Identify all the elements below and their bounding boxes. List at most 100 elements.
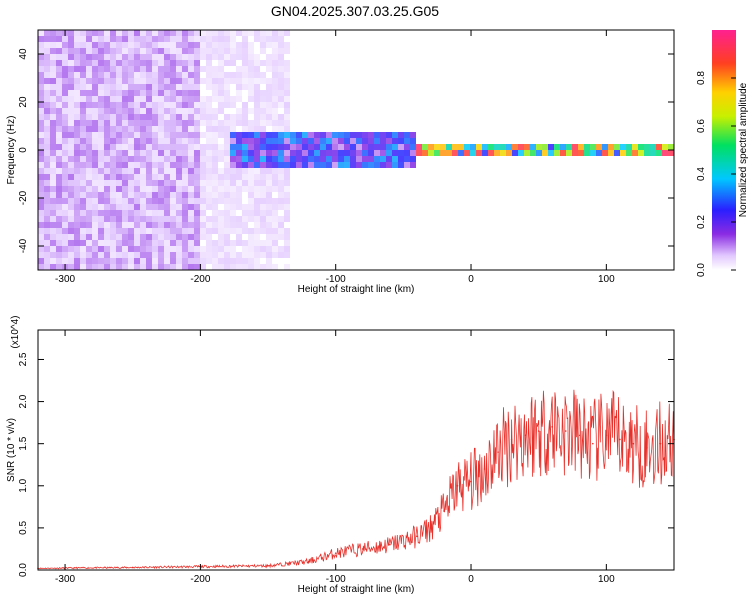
- heatmap-cell: [128, 252, 134, 258]
- heatmap-cell: [38, 42, 44, 48]
- heatmap-cell: [230, 264, 236, 270]
- heatmap-cell: [182, 150, 188, 156]
- heatmap-cell: [170, 102, 176, 108]
- heatmap-cell: [320, 132, 326, 138]
- heatmap-cell: [194, 36, 200, 42]
- heatmap-cell: [116, 216, 122, 222]
- heatmap-cell: [206, 198, 212, 204]
- heatmap-cell: [164, 132, 170, 138]
- heatmap-cell: [422, 144, 428, 150]
- heatmap-cell: [278, 144, 284, 150]
- heatmap-cell: [308, 150, 314, 156]
- heatmap-cell: [104, 192, 110, 198]
- heatmap-cell: [218, 168, 224, 174]
- heatmap-cell: [350, 144, 356, 150]
- heatmap-cell: [368, 132, 374, 138]
- heatmap-cell: [170, 264, 176, 270]
- heatmap-cell: [248, 246, 254, 252]
- heatmap-cell: [62, 60, 68, 66]
- heatmap-cell: [170, 258, 176, 264]
- heatmap-cell: [134, 210, 140, 216]
- heatmap-cell: [182, 168, 188, 174]
- heatmap-cell: [188, 120, 194, 126]
- heatmap-cell: [110, 42, 116, 48]
- heatmap-cell: [146, 54, 152, 60]
- heatmap-cell: [260, 96, 266, 102]
- heatmap-cell: [44, 66, 50, 72]
- heatmap-cell: [98, 198, 104, 204]
- heatmap-cell: [146, 234, 152, 240]
- heatmap-cell: [266, 96, 272, 102]
- heatmap-cell: [656, 144, 662, 150]
- heatmap-cell: [98, 240, 104, 246]
- heatmap-cell: [86, 66, 92, 72]
- heatmap-cell: [182, 108, 188, 114]
- heatmap-cell: [470, 150, 476, 156]
- heatmap-cell: [392, 150, 398, 156]
- heatmap-cell: [104, 150, 110, 156]
- heatmap-cell: [374, 144, 380, 150]
- heatmap-cell: [218, 84, 224, 90]
- heatmap-cell: [338, 132, 344, 138]
- heatmap-cell: [188, 234, 194, 240]
- heatmap-cell: [134, 246, 140, 252]
- heatmap-cell: [116, 138, 122, 144]
- heatmap-cell: [38, 126, 44, 132]
- heatmap-cell: [176, 132, 182, 138]
- heatmap-cell: [284, 72, 290, 78]
- heatmap-cell: [236, 48, 242, 54]
- heatmap-cell: [44, 210, 50, 216]
- heatmap-cell: [632, 150, 638, 156]
- heatmap-cell: [230, 228, 236, 234]
- heatmap-cell: [266, 198, 272, 204]
- heatmap-cell: [38, 144, 44, 150]
- heatmap-cell: [266, 138, 272, 144]
- heatmap-cell: [224, 90, 230, 96]
- heatmap-cell: [194, 258, 200, 264]
- heatmap-cell: [68, 192, 74, 198]
- heatmap-cell: [626, 150, 632, 156]
- heatmap-cell: [302, 132, 308, 138]
- heatmap-cell: [284, 126, 290, 132]
- heatmap-cell: [140, 252, 146, 258]
- snr-data-point: [497, 451, 499, 453]
- heatmap-cell: [512, 144, 518, 150]
- heatmap-cell: [254, 114, 260, 120]
- heatmap-cell: [182, 192, 188, 198]
- heatmap-cell: [626, 144, 632, 150]
- heatmap-cell: [56, 246, 62, 252]
- heatmap-cell: [242, 126, 248, 132]
- heatmap-cell: [44, 60, 50, 66]
- heatmap-cell: [398, 162, 404, 168]
- snr-data-point: [646, 447, 648, 449]
- heatmap-cell: [206, 168, 212, 174]
- heatmap-cell: [104, 156, 110, 162]
- heatmap-cell: [104, 114, 110, 120]
- heatmap-cell: [386, 150, 392, 156]
- heatmap-cell: [86, 30, 92, 36]
- heatmap-cell: [86, 132, 92, 138]
- heatmap-cell: [116, 132, 122, 138]
- heatmap-cell: [254, 84, 260, 90]
- heatmap-cell: [152, 126, 158, 132]
- snr-data-point: [564, 430, 567, 432]
- heatmap-cell: [218, 54, 224, 60]
- bottom-x-axis-label: Height of straight line (km): [298, 584, 415, 595]
- heatmap-cell: [152, 192, 158, 198]
- heatmap-cell: [398, 138, 404, 144]
- heatmap-cell: [176, 228, 182, 234]
- x-tick-label: -100: [326, 274, 346, 285]
- heatmap-cell: [584, 150, 590, 156]
- heatmap-cell: [260, 174, 266, 180]
- y-tick-label: 20: [18, 96, 29, 108]
- heatmap-cell: [182, 42, 188, 48]
- heatmap-cell: [182, 252, 188, 258]
- heatmap-cell: [140, 162, 146, 168]
- heatmap-cell: [80, 168, 86, 174]
- heatmap-cell: [44, 150, 50, 156]
- heatmap-cell: [260, 60, 266, 66]
- heatmap-cell: [212, 150, 218, 156]
- heatmap-cell: [590, 144, 596, 150]
- heatmap-cell: [254, 228, 260, 234]
- heatmap-cell: [212, 186, 218, 192]
